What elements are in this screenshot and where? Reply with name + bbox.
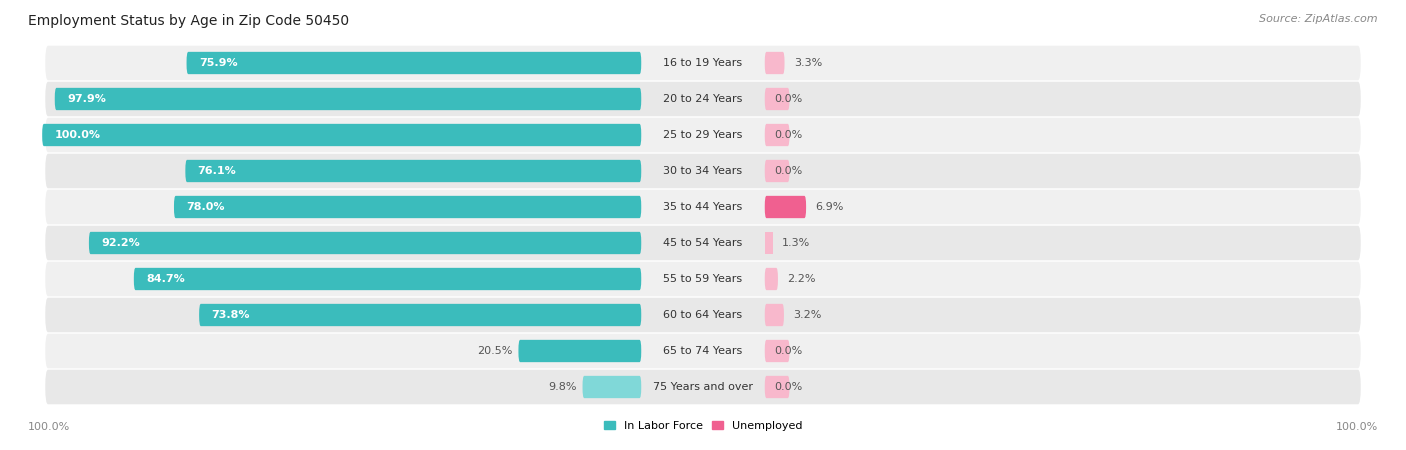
Text: Employment Status by Age in Zip Code 50450: Employment Status by Age in Zip Code 504… [28,14,349,27]
Text: 92.2%: 92.2% [101,238,141,248]
Text: 78.0%: 78.0% [187,202,225,212]
Text: 100.0%: 100.0% [28,422,70,432]
FancyBboxPatch shape [45,334,1361,368]
Text: 6.9%: 6.9% [815,202,844,212]
Text: Source: ZipAtlas.com: Source: ZipAtlas.com [1260,14,1378,23]
FancyBboxPatch shape [519,340,641,362]
FancyBboxPatch shape [45,82,1361,116]
Text: 0.0%: 0.0% [775,346,803,356]
FancyBboxPatch shape [765,160,789,182]
FancyBboxPatch shape [765,376,789,398]
FancyBboxPatch shape [89,232,641,254]
FancyBboxPatch shape [200,304,641,326]
FancyBboxPatch shape [186,160,641,182]
Text: 35 to 44 Years: 35 to 44 Years [664,202,742,212]
Text: 65 to 74 Years: 65 to 74 Years [664,346,742,356]
FancyBboxPatch shape [45,262,1361,296]
Text: 25 to 29 Years: 25 to 29 Years [664,130,742,140]
Text: 20.5%: 20.5% [477,346,512,356]
Text: 97.9%: 97.9% [67,94,105,104]
FancyBboxPatch shape [42,124,641,146]
FancyBboxPatch shape [765,124,789,146]
Text: 76.1%: 76.1% [198,166,236,176]
Text: 2.2%: 2.2% [787,274,815,284]
Text: 45 to 54 Years: 45 to 54 Years [664,238,742,248]
Text: 84.7%: 84.7% [146,274,186,284]
Legend: In Labor Force, Unemployed: In Labor Force, Unemployed [599,417,807,436]
FancyBboxPatch shape [765,52,785,74]
Text: 9.8%: 9.8% [548,382,576,392]
FancyBboxPatch shape [45,298,1361,332]
FancyBboxPatch shape [45,226,1361,260]
Text: 60 to 64 Years: 60 to 64 Years [664,310,742,320]
Text: 73.8%: 73.8% [211,310,250,320]
FancyBboxPatch shape [765,268,778,290]
Text: 1.3%: 1.3% [782,238,810,248]
FancyBboxPatch shape [765,340,789,362]
Text: 3.3%: 3.3% [794,58,823,68]
Text: 100.0%: 100.0% [55,130,101,140]
Text: 55 to 59 Years: 55 to 59 Years [664,274,742,284]
FancyBboxPatch shape [765,304,785,326]
Text: 30 to 34 Years: 30 to 34 Years [664,166,742,176]
FancyBboxPatch shape [45,46,1361,80]
Text: 0.0%: 0.0% [775,94,803,104]
FancyBboxPatch shape [45,370,1361,404]
FancyBboxPatch shape [582,376,641,398]
Text: 16 to 19 Years: 16 to 19 Years [664,58,742,68]
FancyBboxPatch shape [187,52,641,74]
Text: 20 to 24 Years: 20 to 24 Years [664,94,742,104]
Text: 0.0%: 0.0% [775,166,803,176]
FancyBboxPatch shape [45,154,1361,188]
Text: 75.9%: 75.9% [198,58,238,68]
Text: 0.0%: 0.0% [775,130,803,140]
Text: 100.0%: 100.0% [1336,422,1378,432]
FancyBboxPatch shape [765,88,789,110]
FancyBboxPatch shape [765,196,806,218]
FancyBboxPatch shape [55,88,641,110]
FancyBboxPatch shape [174,196,641,218]
FancyBboxPatch shape [45,190,1361,224]
FancyBboxPatch shape [134,268,641,290]
Bar [765,232,772,254]
Text: 0.0%: 0.0% [775,382,803,392]
Text: 75 Years and over: 75 Years and over [652,382,754,392]
Text: 3.2%: 3.2% [793,310,821,320]
FancyBboxPatch shape [45,118,1361,152]
